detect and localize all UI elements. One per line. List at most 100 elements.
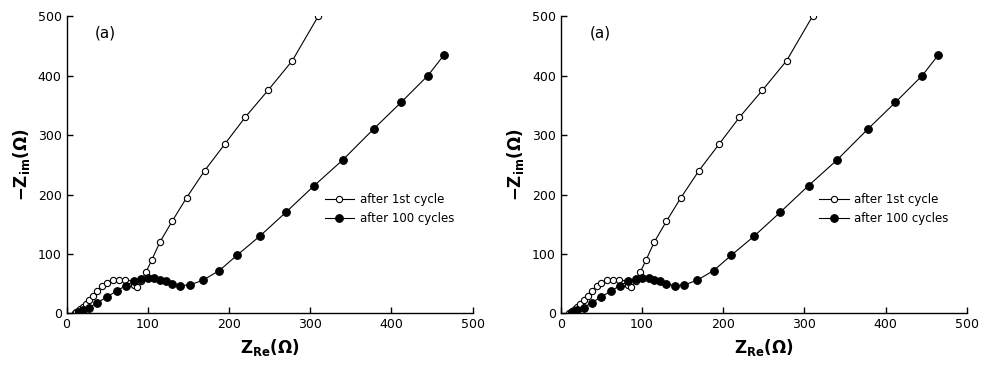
after 1st cycle bbox=[586, 289, 598, 293]
after 1st cycle bbox=[618, 280, 630, 285]
after 100 cycles bbox=[253, 234, 265, 238]
after 100 cycles bbox=[91, 301, 103, 305]
after 100 cycles bbox=[614, 283, 626, 288]
after 1st cycle bbox=[571, 305, 583, 309]
after 1st cycle bbox=[107, 278, 119, 282]
after 1st cycle bbox=[154, 240, 166, 244]
after 100 cycles bbox=[111, 289, 123, 293]
Text: (a): (a) bbox=[95, 25, 116, 40]
after 1st cycle bbox=[781, 59, 793, 63]
after 100 cycles bbox=[83, 305, 95, 310]
after 1st cycle bbox=[132, 285, 144, 290]
after 1st cycle bbox=[124, 280, 136, 285]
after 100 cycles bbox=[691, 278, 703, 282]
after 1st cycle bbox=[72, 309, 84, 313]
after 1st cycle bbox=[566, 309, 578, 313]
after 100 cycles bbox=[231, 253, 243, 258]
after 1st cycle bbox=[262, 88, 274, 93]
after 1st cycle bbox=[807, 14, 819, 18]
after 1st cycle bbox=[113, 277, 125, 282]
Line: after 100 cycles: after 100 cycles bbox=[569, 51, 942, 316]
after 100 cycles bbox=[605, 289, 617, 293]
after 1st cycle bbox=[713, 142, 725, 146]
after 1st cycle bbox=[68, 311, 80, 315]
after 100 cycles bbox=[577, 305, 589, 310]
after 100 cycles bbox=[128, 279, 140, 283]
after 100 cycles bbox=[367, 127, 379, 131]
after 1st cycle bbox=[219, 142, 231, 146]
after 100 cycles bbox=[280, 210, 292, 215]
Legend: after 1st cycle, after 100 cycles: after 1st cycle, after 100 cycles bbox=[325, 193, 454, 225]
after 100 cycles bbox=[630, 277, 642, 281]
after 1st cycle bbox=[91, 289, 103, 293]
after 1st cycle bbox=[286, 59, 298, 63]
after 1st cycle bbox=[630, 279, 642, 283]
after 1st cycle bbox=[577, 298, 589, 303]
after 1st cycle bbox=[70, 310, 82, 314]
after 1st cycle bbox=[756, 88, 768, 93]
after 1st cycle bbox=[660, 219, 672, 224]
after 1st cycle bbox=[596, 280, 608, 285]
after 100 cycles bbox=[154, 277, 166, 282]
after 1st cycle bbox=[136, 279, 148, 283]
after 100 cycles bbox=[184, 283, 196, 287]
after 1st cycle bbox=[83, 298, 95, 303]
after 1st cycle bbox=[128, 283, 140, 287]
after 1st cycle bbox=[641, 258, 652, 262]
after 100 cycles bbox=[803, 183, 815, 188]
after 100 cycles bbox=[567, 310, 579, 314]
after 100 cycles bbox=[831, 158, 842, 162]
after 100 cycles bbox=[101, 294, 113, 299]
after 1st cycle bbox=[240, 115, 251, 120]
after 1st cycle bbox=[591, 284, 603, 288]
after 1st cycle bbox=[77, 305, 89, 309]
after 1st cycle bbox=[607, 277, 619, 282]
X-axis label: $\mathbf{Z_{Re}(\Omega)}$: $\mathbf{Z_{Re}(\Omega)}$ bbox=[735, 337, 794, 358]
after 100 cycles bbox=[654, 279, 666, 283]
after 1st cycle bbox=[181, 195, 193, 200]
after 100 cycles bbox=[637, 276, 648, 280]
after 100 cycles bbox=[136, 277, 148, 281]
Y-axis label: $\mathbf{-Z_{im}(\Omega)}$: $\mathbf{-Z_{im}(\Omega)}$ bbox=[11, 128, 32, 201]
after 1st cycle bbox=[614, 278, 626, 282]
after 100 cycles bbox=[933, 52, 944, 57]
after 1st cycle bbox=[312, 14, 324, 18]
after 100 cycles bbox=[643, 276, 654, 280]
Line: after 1st cycle: after 1st cycle bbox=[71, 13, 322, 316]
after 100 cycles bbox=[586, 301, 598, 305]
after 1st cycle bbox=[574, 302, 586, 306]
after 1st cycle bbox=[119, 278, 131, 282]
after 1st cycle bbox=[693, 169, 705, 173]
after 1st cycle bbox=[648, 240, 660, 244]
after 100 cycles bbox=[439, 52, 450, 57]
after 100 cycles bbox=[197, 278, 209, 282]
after 1st cycle bbox=[623, 283, 635, 287]
after 1st cycle bbox=[96, 284, 108, 288]
after 100 cycles bbox=[120, 283, 132, 288]
after 100 cycles bbox=[308, 183, 320, 188]
after 1st cycle bbox=[141, 270, 152, 274]
after 100 cycles bbox=[142, 276, 153, 280]
after 100 cycles bbox=[668, 283, 680, 288]
after 1st cycle bbox=[199, 169, 211, 173]
after 100 cycles bbox=[159, 279, 171, 283]
after 100 cycles bbox=[571, 308, 583, 313]
after 100 cycles bbox=[166, 282, 178, 286]
after 100 cycles bbox=[148, 276, 160, 280]
after 1st cycle bbox=[146, 258, 157, 262]
after 100 cycles bbox=[774, 210, 786, 215]
after 1st cycle bbox=[601, 278, 613, 282]
after 1st cycle bbox=[564, 310, 576, 314]
after 1st cycle bbox=[568, 307, 580, 311]
after 1st cycle bbox=[563, 311, 575, 315]
after 100 cycles bbox=[917, 73, 929, 78]
after 1st cycle bbox=[74, 307, 86, 311]
after 100 cycles bbox=[889, 100, 901, 104]
Line: after 100 cycles: after 100 cycles bbox=[75, 51, 448, 316]
after 1st cycle bbox=[80, 302, 92, 306]
after 100 cycles bbox=[395, 100, 407, 104]
after 1st cycle bbox=[734, 115, 745, 120]
after 100 cycles bbox=[623, 279, 635, 283]
after 100 cycles bbox=[648, 277, 660, 282]
after 100 cycles bbox=[73, 310, 85, 314]
